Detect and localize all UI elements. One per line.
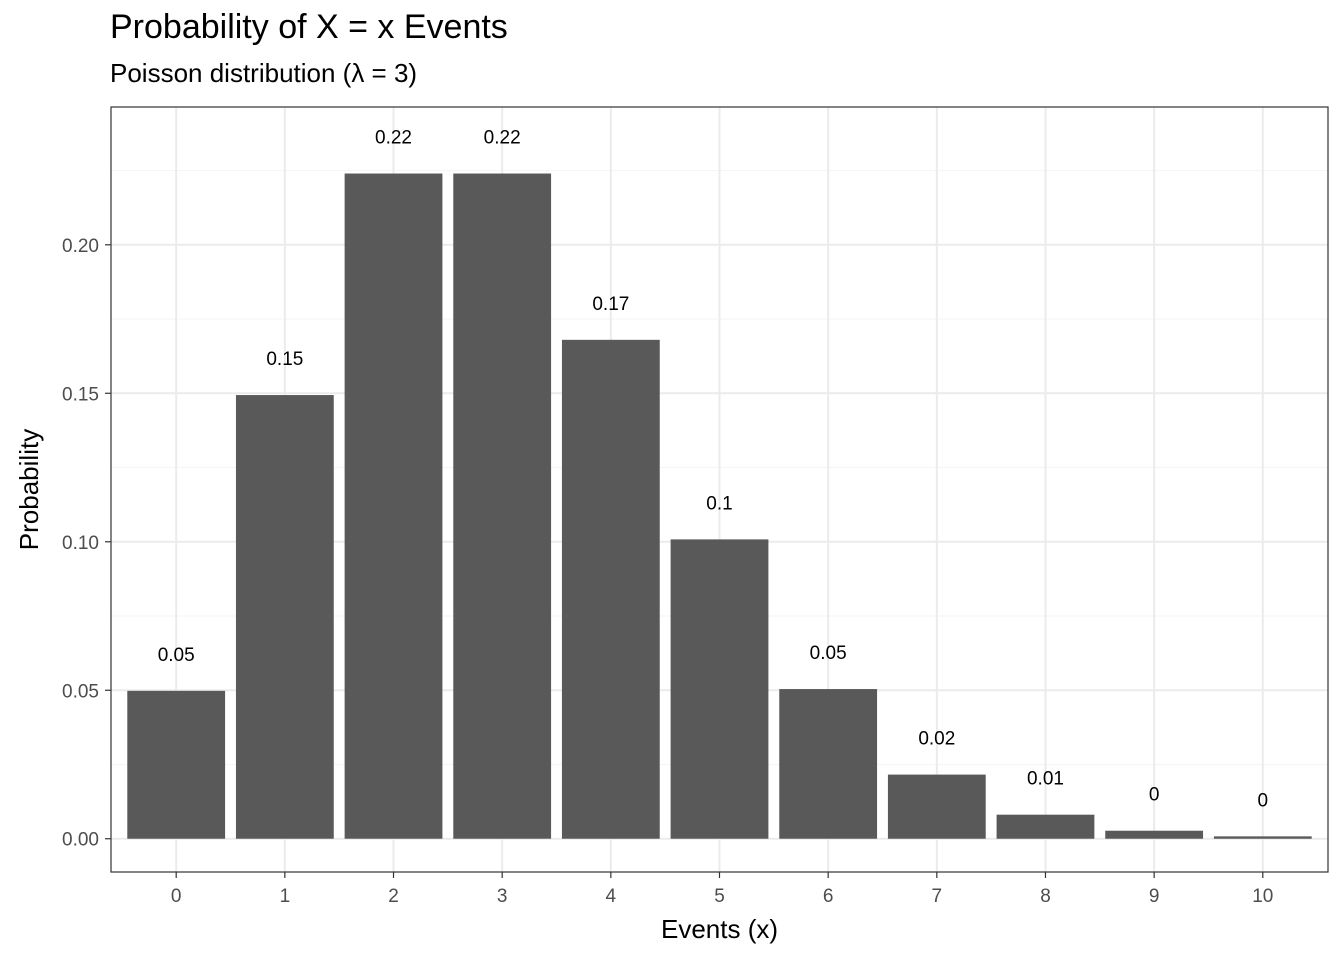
x-axis-title: Events (x) <box>661 914 778 944</box>
y-tick-label: 0.20 <box>62 236 99 257</box>
x-tick-label: 4 <box>606 886 617 907</box>
bar-8 <box>996 814 1095 839</box>
data-label-3: 0.22 <box>484 128 521 149</box>
bar-3 <box>453 173 552 839</box>
chart-title: Probability of X = x Events <box>110 8 508 46</box>
y-tick-label: 0.10 <box>62 533 99 554</box>
y-tick-label: 0.00 <box>62 830 99 851</box>
bar-10 <box>1213 836 1312 839</box>
x-tick-label: 3 <box>497 886 508 907</box>
x-tick-label: 1 <box>280 886 291 907</box>
bar-5 <box>670 539 769 839</box>
bar-7 <box>887 774 986 839</box>
data-label-2: 0.22 <box>375 128 412 149</box>
bar-1 <box>235 395 334 839</box>
data-label-6: 0.05 <box>810 643 847 664</box>
data-label-9: 0 <box>1149 785 1160 806</box>
y-tick-label: 0.15 <box>62 384 99 405</box>
data-label-7: 0.02 <box>918 729 955 750</box>
bar-4 <box>561 339 660 839</box>
data-label-1: 0.15 <box>266 349 303 370</box>
x-tick-label: 0 <box>171 886 182 907</box>
bar-9 <box>1105 830 1204 839</box>
data-label-8: 0.01 <box>1027 769 1064 790</box>
data-label-5: 0.1 <box>706 493 732 514</box>
bar-2 <box>344 173 443 839</box>
data-label-10: 0 <box>1258 790 1269 811</box>
x-tick-label: 7 <box>932 886 943 907</box>
bar-6 <box>779 689 878 839</box>
x-tick-label: 9 <box>1149 886 1160 907</box>
x-tick-label: 5 <box>714 886 725 907</box>
x-tick-label: 6 <box>823 886 834 907</box>
bar-label-layer: 0.05 0.15 0.22 0.22 0.17 0.1 0.05 0.02 0.01 0 0 <box>158 128 1268 812</box>
x-tick-label: 8 <box>1040 886 1051 907</box>
bar-layer <box>127 173 1312 839</box>
axis-layer: 0.000.050.100.150.200 1 2 3 4 5 6 7 8 9 10 <box>62 236 1273 907</box>
bar-0 <box>127 690 226 839</box>
x-tick-label: 10 <box>1252 886 1273 907</box>
chart-subtitle: Poisson distribution (λ = 3) <box>110 58 418 88</box>
data-label-0: 0.05 <box>158 645 195 666</box>
x-tick-label: 2 <box>388 886 399 907</box>
y-tick-label: 0.05 <box>62 681 99 702</box>
data-label-4: 0.17 <box>592 294 629 315</box>
y-axis-title: Probability <box>14 429 44 550</box>
